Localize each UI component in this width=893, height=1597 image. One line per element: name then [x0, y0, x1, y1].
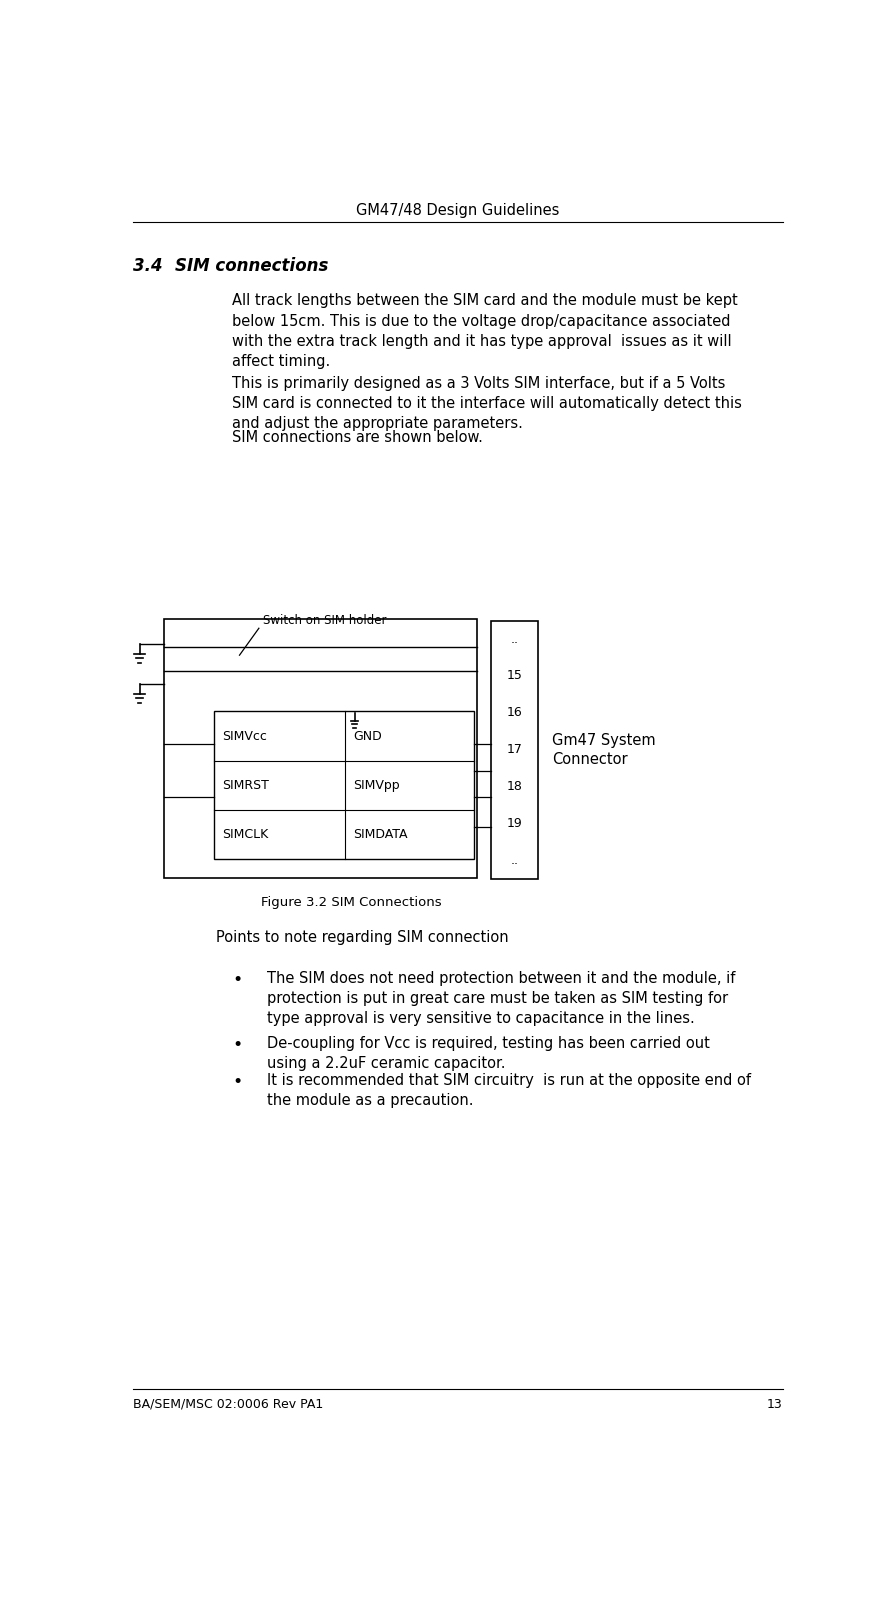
Text: All track lengths between the SIM card and the module must be kept
below 15cm. T: All track lengths between the SIM card a… [232, 294, 738, 369]
Text: •: • [233, 971, 243, 989]
Text: SIM connections are shown below.: SIM connections are shown below. [232, 430, 482, 444]
Text: Gm47 System
Connector: Gm47 System Connector [552, 733, 655, 767]
Text: SIMVpp: SIMVpp [353, 779, 400, 792]
Text: ..: .. [511, 854, 519, 867]
Bar [491, 621, 538, 880]
Text: 15: 15 [506, 669, 522, 682]
Text: SIMVcc: SIMVcc [221, 730, 266, 743]
Text: 3.4: 3.4 [132, 257, 163, 275]
Text: BA/SEM/MSC 02:0006 Rev PA1: BA/SEM/MSC 02:0006 Rev PA1 [132, 1397, 322, 1410]
Text: •: • [233, 1036, 243, 1054]
Text: 16: 16 [506, 706, 522, 719]
Text: 17: 17 [506, 743, 522, 757]
Text: GND: GND [353, 730, 382, 743]
Text: The SIM does not need protection between it and the module, if
protection is put: The SIM does not need protection between… [267, 971, 735, 1025]
Text: SIM connections: SIM connections [175, 257, 329, 275]
Text: Points to note regarding SIM connection: Points to note regarding SIM connection [216, 929, 509, 945]
Text: Switch on SIM holder: Switch on SIM holder [263, 613, 387, 626]
Text: •: • [233, 1073, 243, 1091]
Text: 18: 18 [506, 781, 522, 794]
Text: 13: 13 [767, 1397, 783, 1410]
Text: ..: .. [511, 632, 519, 645]
Text: SIMDATA: SIMDATA [353, 829, 408, 842]
Text: It is recommended that SIM circuitry  is run at the opposite end of
the module a: It is recommended that SIM circuitry is … [267, 1073, 751, 1108]
Bar [164, 620, 478, 878]
Text: SIMCLK: SIMCLK [221, 829, 268, 842]
Bar [214, 711, 474, 859]
Text: GM47/48 Design Guidelines: GM47/48 Design Guidelines [356, 203, 559, 219]
Text: 19: 19 [506, 818, 522, 830]
Text: Figure 3.2 SIM Connections: Figure 3.2 SIM Connections [261, 896, 441, 909]
Text: De-coupling for Vcc is required, testing has been carried out
using a 2.2uF cera: De-coupling for Vcc is required, testing… [267, 1036, 710, 1072]
Text: This is primarily designed as a 3 Volts SIM interface, but if a 5 Volts
SIM card: This is primarily designed as a 3 Volts … [232, 375, 741, 431]
Text: SIMRST: SIMRST [221, 779, 269, 792]
